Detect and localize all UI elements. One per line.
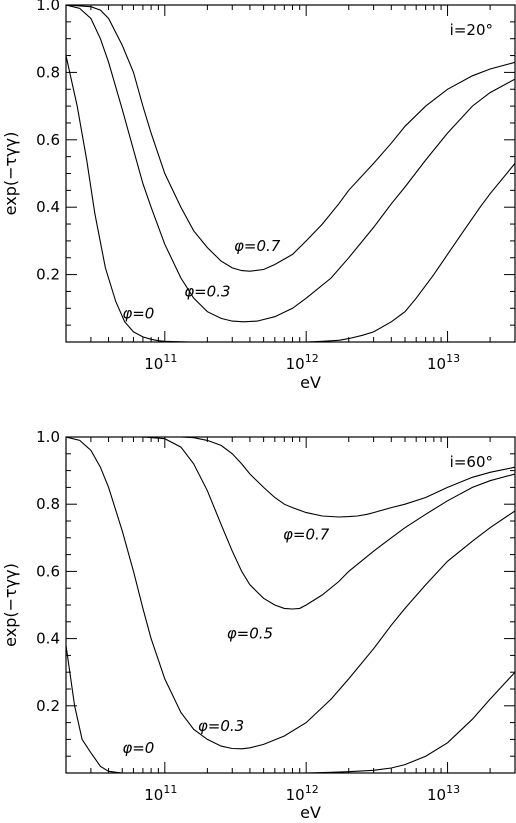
x-tick-label: 1012	[286, 352, 319, 373]
y-tick-label: 0.6	[36, 131, 60, 149]
y-tick-label: 0.4	[36, 198, 60, 216]
curve-label: φ=0.7	[283, 525, 330, 543]
plot-frame	[65, 4, 516, 343]
x-tick-base: 10	[144, 786, 163, 804]
x-tick-base: 10	[144, 355, 163, 373]
x-axis-label: eV	[300, 803, 321, 822]
x-tick-exponent: 13	[446, 783, 460, 796]
curve-label: φ=0	[122, 739, 154, 757]
x-tick-label: 1013	[427, 352, 460, 373]
series-curve-1	[66, 5, 515, 323]
inclination-label: i=20°	[450, 21, 493, 39]
x-tick-label: 1011	[144, 783, 177, 804]
x-tick-base: 10	[286, 786, 305, 804]
x-tick-base: 10	[427, 786, 446, 804]
inclination-label: i=60°	[450, 453, 493, 471]
x-tick-exponent: 12	[305, 783, 319, 796]
y-tick-label: 1.0	[36, 0, 60, 14]
y-tick-label: 0.4	[36, 630, 60, 648]
y-tick-label: 0.2	[36, 697, 60, 715]
y-tick-label: 0.2	[36, 266, 60, 284]
series-curve-0	[66, 645, 123, 773]
y-axis-label: exp(−τγγ)	[1, 563, 20, 647]
curve-label: φ=0.3	[184, 282, 230, 300]
x-tick-base: 10	[286, 355, 305, 373]
x-tick-exponent: 12	[305, 352, 319, 365]
curve-label: φ=0	[122, 304, 154, 322]
series-curve-2	[142, 437, 515, 610]
curve-label: φ=0.5	[227, 625, 273, 643]
x-tick-label: 1012	[286, 783, 319, 804]
y-tick-label: 0.8	[36, 495, 60, 513]
series-curve-3	[164, 437, 515, 518]
series-curve-3	[306, 163, 515, 342]
series-curve-0	[66, 55, 233, 342]
y-tick-label: 1.0	[36, 428, 60, 446]
x-tick-exponent: 11	[163, 783, 177, 796]
series-curve-1	[66, 437, 515, 750]
y-tick-label: 0.6	[36, 562, 60, 580]
x-tick-label: 1013	[427, 783, 460, 804]
x-tick-base: 10	[427, 355, 446, 373]
x-tick-exponent: 11	[163, 352, 177, 365]
x-tick-exponent: 13	[446, 352, 460, 365]
y-tick-label: 0.8	[36, 63, 60, 81]
x-tick-label: 1011	[144, 352, 177, 373]
curve-label: φ=0.7	[234, 237, 281, 255]
series-curve-4	[306, 671, 515, 773]
curve-label: φ=0.3	[198, 717, 244, 735]
y-axis-label: exp(−τγγ)	[1, 132, 20, 216]
series-curve-2	[66, 5, 515, 272]
x-axis-label: eV	[300, 373, 321, 392]
